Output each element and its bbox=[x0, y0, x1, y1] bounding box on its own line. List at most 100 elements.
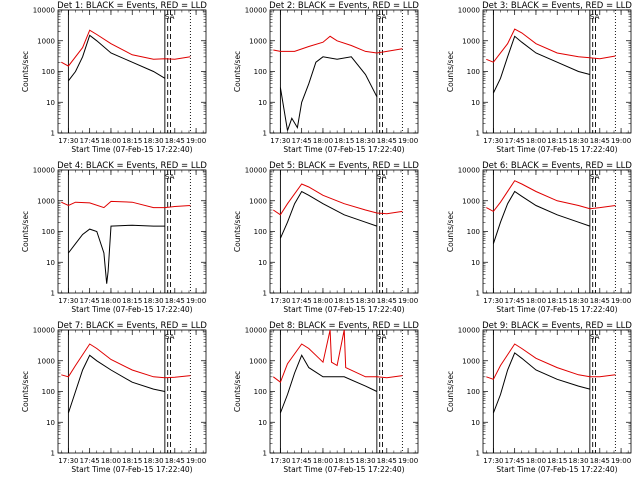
x-tick-label: 18:00 bbox=[526, 137, 546, 145]
x-tick-label: 17:45 bbox=[292, 297, 312, 305]
panel-title: Det 1: BLACK = Events, RED = LLD bbox=[57, 1, 207, 11]
saa-annotation: SA bbox=[377, 333, 387, 341]
x-tick-label: 18:45 bbox=[165, 457, 185, 465]
x-axis-label: Start Time (07-Feb-15 17:22:40) bbox=[496, 145, 617, 154]
x-tick-label: 17:30 bbox=[483, 137, 503, 145]
y-tick-label: 10 bbox=[46, 419, 55, 427]
y-tick-label: 1 bbox=[51, 450, 55, 458]
x-tick-label: 18:15 bbox=[122, 457, 142, 465]
x-tick-label: 17:30 bbox=[58, 297, 78, 305]
x-tick-label: 18:30 bbox=[355, 457, 375, 465]
x-tick-label: 19:00 bbox=[186, 137, 206, 145]
x-axis-label: Start Time (07-Feb-15 17:22:40) bbox=[71, 465, 192, 474]
panel-det-7: Det 7: BLACK = Events, RED = LLD 1 10 100 10… bbox=[21, 321, 207, 474]
events-series-line bbox=[67, 354, 166, 414]
y-tick-label: 1 bbox=[263, 290, 267, 298]
x-tick-label: 18:15 bbox=[547, 297, 567, 305]
x-tick-label: 17:30 bbox=[58, 457, 78, 465]
y-tick-label: 1000 bbox=[249, 197, 267, 205]
y-tick-label: 100 bbox=[254, 388, 267, 396]
x-tick-label: 17:45 bbox=[505, 137, 525, 145]
x-tick-label: 18:30 bbox=[143, 457, 163, 465]
saa-annotation: SA bbox=[165, 13, 175, 21]
x-axis-label: Start Time (07-Feb-15 17:22:40) bbox=[496, 465, 617, 474]
y-tick-label: 1000 bbox=[37, 197, 55, 205]
y-tick-label: 10000 bbox=[245, 167, 267, 175]
y-tick-label: 10000 bbox=[458, 167, 480, 175]
x-tick-label: 19:00 bbox=[611, 297, 631, 305]
x-axis-label: Start Time (07-Feb-15 17:22:40) bbox=[283, 465, 404, 474]
panel-title: Det 5: BLACK = Events, RED = LLD bbox=[269, 161, 419, 171]
x-tick-label: 18:45 bbox=[590, 137, 610, 145]
panel-det-8: Det 8: BLACK = Events, RED = LLD 1 10 100 10… bbox=[233, 321, 419, 474]
plot-frame bbox=[482, 169, 632, 294]
x-tick-label: 17:30 bbox=[58, 137, 78, 145]
panel-det-2: Det 2: BLACK = Events, RED = LLD 1 10 100 10… bbox=[233, 1, 419, 154]
y-tick-label: 10 bbox=[258, 259, 267, 267]
x-tick-label: 18:15 bbox=[334, 297, 354, 305]
panel-det-5: Det 5: BLACK = Events, RED = LLD 1 10 100 10… bbox=[233, 161, 419, 314]
y-tick-label: 10 bbox=[471, 259, 480, 267]
panel-det-1: Det 1: BLACK = Events, RED = LLD 1 10 100 10… bbox=[21, 1, 207, 154]
y-tick-label: 10000 bbox=[33, 7, 55, 15]
y-tick-label: 1 bbox=[476, 290, 480, 298]
lld-series-line bbox=[272, 329, 403, 384]
y-tick-label: 1 bbox=[263, 130, 267, 138]
x-tick-label: 17:45 bbox=[292, 137, 312, 145]
plot-frame bbox=[57, 169, 207, 294]
x-tick-label: 18:45 bbox=[377, 137, 397, 145]
y-tick-label: 1000 bbox=[249, 357, 267, 365]
x-tick-label: 18:00 bbox=[526, 457, 546, 465]
panel-title: Det 7: BLACK = Events, RED = LLD bbox=[57, 321, 207, 331]
plot-frame bbox=[269, 169, 419, 294]
x-tick-label: 18:45 bbox=[377, 297, 397, 305]
x-tick-label: 18:30 bbox=[143, 137, 163, 145]
y-tick-label: 1000 bbox=[462, 357, 480, 365]
x-tick-label: 17:45 bbox=[80, 457, 100, 465]
y-tick-label: 1 bbox=[263, 450, 267, 458]
y-tick-label: 1000 bbox=[37, 37, 55, 45]
panel-title: Det 4: BLACK = Events, RED = LLD bbox=[57, 161, 207, 171]
lld-series-line bbox=[273, 35, 403, 54]
y-axis-label: Counts/sec bbox=[21, 51, 30, 92]
plot-frame bbox=[57, 9, 207, 134]
lld-series-line bbox=[61, 343, 191, 379]
x-tick-label: 17:30 bbox=[483, 297, 503, 305]
y-tick-label: 1 bbox=[51, 290, 55, 298]
panel-det-6: Det 6: BLACK = Events, RED = LLD 1 10 100 10… bbox=[446, 161, 632, 314]
x-tick-label: 19:00 bbox=[398, 137, 418, 145]
y-tick-label: 100 bbox=[254, 68, 267, 76]
lld-series-line bbox=[273, 183, 403, 216]
x-tick-label: 18:45 bbox=[590, 297, 610, 305]
y-tick-label: 1000 bbox=[249, 37, 267, 45]
plot-frame bbox=[269, 329, 419, 454]
y-tick-label: 1 bbox=[476, 130, 480, 138]
x-tick-label: 18:45 bbox=[377, 457, 397, 465]
x-tick-label: 17:45 bbox=[292, 457, 312, 465]
y-tick-label: 10000 bbox=[33, 167, 55, 175]
x-tick-label: 18:30 bbox=[355, 137, 375, 145]
plot-frame bbox=[57, 329, 207, 454]
events-series-line bbox=[279, 190, 378, 239]
y-tick-label: 10000 bbox=[33, 327, 55, 335]
y-tick-label: 100 bbox=[42, 388, 55, 396]
x-axis-label: Start Time (07-Feb-15 17:22:40) bbox=[71, 145, 192, 154]
y-tick-label: 10 bbox=[46, 259, 55, 267]
y-tick-label: 10 bbox=[46, 99, 55, 107]
x-tick-label: 18:15 bbox=[547, 457, 567, 465]
panel-title: Det 2: BLACK = Events, RED = LLD bbox=[269, 1, 419, 11]
y-tick-label: 10000 bbox=[458, 327, 480, 335]
y-tick-label: 100 bbox=[42, 228, 55, 236]
x-tick-label: 18:30 bbox=[355, 297, 375, 305]
y-tick-label: 1 bbox=[476, 450, 480, 458]
saa-annotation: SA bbox=[590, 173, 600, 181]
y-axis-label: Counts/sec bbox=[446, 211, 455, 252]
saa-annotation: SA bbox=[165, 173, 175, 181]
x-tick-label: 18:30 bbox=[568, 457, 588, 465]
y-tick-label: 10 bbox=[471, 419, 480, 427]
x-tick-label: 18:30 bbox=[568, 137, 588, 145]
x-tick-label: 18:45 bbox=[590, 457, 610, 465]
x-tick-label: 17:45 bbox=[505, 297, 525, 305]
x-tick-label: 18:00 bbox=[313, 137, 333, 145]
